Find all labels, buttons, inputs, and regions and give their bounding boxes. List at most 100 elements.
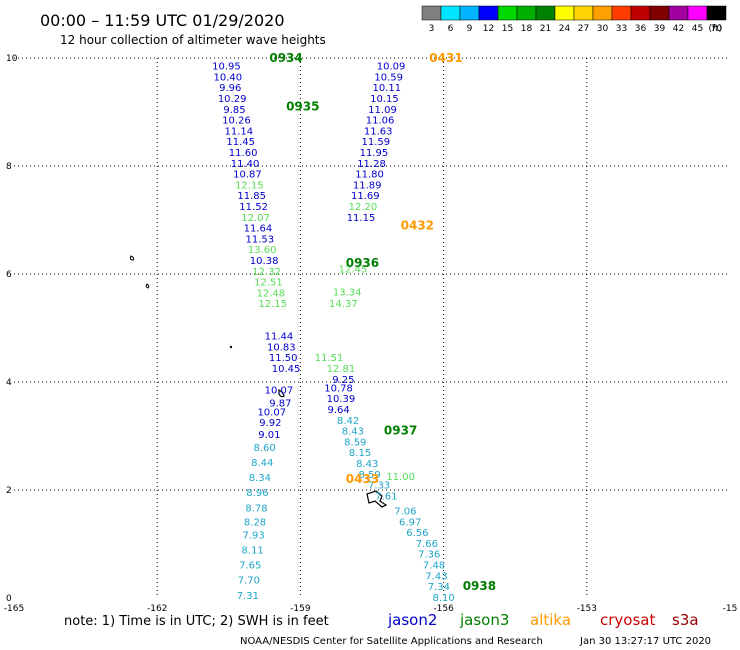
- swh-value: 9.92: [259, 418, 281, 429]
- colorbar-label: 27: [578, 24, 589, 34]
- swh-value: 12.15: [258, 299, 287, 310]
- coast-fragment: [229, 345, 233, 349]
- swh-value: 8.44: [251, 458, 273, 469]
- y-tick-label: 2: [6, 486, 12, 496]
- x-tick-label: -153: [577, 604, 597, 614]
- swh-value: 10.29: [218, 94, 247, 105]
- data-points: 10.9510.409.9610.299.8510.2611.1411.4511…: [212, 62, 455, 604]
- swh-value: 10.83: [267, 342, 296, 353]
- time-label: 0937: [384, 424, 417, 438]
- swh-value: 10.87: [233, 170, 262, 181]
- colorbar-label: 21: [540, 24, 551, 34]
- swh-value: 9.87: [269, 399, 291, 410]
- swh-value: 11.06: [366, 116, 395, 127]
- swh-value: 12.81: [327, 364, 356, 375]
- swh-value: 11.64: [244, 224, 273, 235]
- legend-entry-jason2: jason2: [387, 611, 437, 629]
- colorbar-label: 30: [597, 24, 609, 34]
- coastline: [129, 255, 388, 508]
- swh-value: 7.31: [237, 591, 259, 602]
- time-labels: 0934 0935 0936 0937 0938 0431 0432 0433: [269, 51, 496, 593]
- coast-fragment: [366, 490, 388, 508]
- swh-value: 12.51: [254, 278, 283, 289]
- swh-value: 7.33: [368, 481, 390, 492]
- swh-value: 10.39: [327, 394, 356, 405]
- colorbar-swatch: [668, 5, 689, 21]
- colorbar-swatch: [516, 5, 537, 21]
- swh-value: 9.01: [258, 430, 280, 441]
- swh-value: 7.34: [428, 582, 450, 593]
- colorbar-swatch: [687, 5, 708, 21]
- colorbar-swatch: [478, 5, 499, 21]
- colorbar: 3 6 9 12 15 18 21 24 27 30 33 36 39 42 45 70(ft): [421, 5, 727, 34]
- colorbar-swatch: [554, 5, 575, 21]
- colorbar-label: 39: [654, 24, 666, 34]
- swh-value: 10.40: [214, 72, 243, 83]
- colorbar-label: 45: [692, 24, 703, 34]
- swh-value: 6.56: [406, 528, 428, 539]
- swh-value: 10.09: [377, 62, 406, 73]
- swh-value: 8.10: [432, 593, 454, 604]
- swh-value: 11.28: [357, 159, 386, 170]
- colorbar-label: 36: [635, 24, 647, 34]
- swh-value: 11.09: [368, 105, 397, 116]
- legend-entry-jason3: jason3: [459, 611, 509, 629]
- x-tick-label: -165: [4, 604, 24, 614]
- colorbar-label: 9: [467, 24, 473, 34]
- swh-value: 8.43: [356, 459, 378, 470]
- y-tick-label: 6: [6, 270, 12, 280]
- swh-value: 7.66: [416, 539, 438, 550]
- colorbar-swatch: [459, 5, 480, 21]
- colorbar-swatch: [535, 5, 556, 21]
- y-tick-label: 8: [6, 162, 12, 172]
- swh-value: 10.59: [374, 72, 403, 83]
- swh-value: 9.64: [327, 405, 349, 416]
- swh-value: 8.28: [244, 517, 266, 528]
- swh-value: 10.15: [370, 94, 399, 105]
- x-tick-label: -162: [147, 604, 167, 614]
- chart-title: 00:00 – 11:59 UTC 01/29/2020: [40, 11, 285, 30]
- axis-ticks: -165 -162 -159 -156 -153 -15 0 2 4 6 8 10: [4, 54, 738, 614]
- swh-value: 11.14: [225, 126, 254, 137]
- swh-value: 8.43: [342, 427, 364, 438]
- swh-value: 10.11: [372, 83, 401, 94]
- time-label: 0938: [463, 579, 496, 593]
- swh-value: 11.44: [265, 332, 294, 343]
- swh-value: 13.60: [248, 245, 277, 256]
- swh-value: 11.89: [353, 180, 382, 191]
- swh-value: 11.51: [315, 353, 344, 364]
- swh-value: 11.52: [239, 202, 268, 213]
- colorbar-swatch: [497, 5, 518, 21]
- swh-value: 8.59: [358, 470, 380, 481]
- colorbar-label: 12: [483, 24, 494, 34]
- legend-entry-s3a: s3a: [672, 611, 699, 629]
- swh-value: 8.60: [253, 443, 275, 454]
- swh-value: 10.26: [222, 116, 251, 127]
- time-label: 0431: [429, 51, 462, 65]
- coast-fragment: [278, 389, 285, 398]
- footer-timestamp: Jan 30 13:27:17 UTC 2020: [579, 636, 711, 647]
- colorbar-swatch: [649, 5, 670, 21]
- colorbar-unit: (ft): [708, 24, 722, 34]
- swh-value: 12.48: [256, 288, 285, 299]
- colorbar-label: 70: [711, 24, 723, 34]
- time-label: 0934: [269, 51, 302, 65]
- time-label: 0432: [401, 218, 434, 232]
- colorbar-swatch: [630, 5, 651, 21]
- colorbar-label: 6: [448, 24, 454, 34]
- swh-value: 8.78: [245, 503, 267, 514]
- swh-value: 13.34: [333, 287, 362, 298]
- swh-value: 7.61: [375, 491, 397, 502]
- x-tick-label: -156: [433, 604, 454, 614]
- swh-value: 12.20: [349, 202, 378, 213]
- swh-value: 11.69: [351, 191, 380, 202]
- swh-value: 11.00: [386, 472, 415, 483]
- swh-value: 11.50: [269, 353, 298, 364]
- swh-value: 8.59: [344, 437, 366, 448]
- swh-value: 11.63: [364, 126, 393, 137]
- colorbar-swatch: [421, 5, 442, 21]
- swh-value: 10.45: [272, 364, 301, 375]
- swh-value: 14.37: [329, 299, 358, 310]
- swh-value: 7.43: [425, 571, 447, 582]
